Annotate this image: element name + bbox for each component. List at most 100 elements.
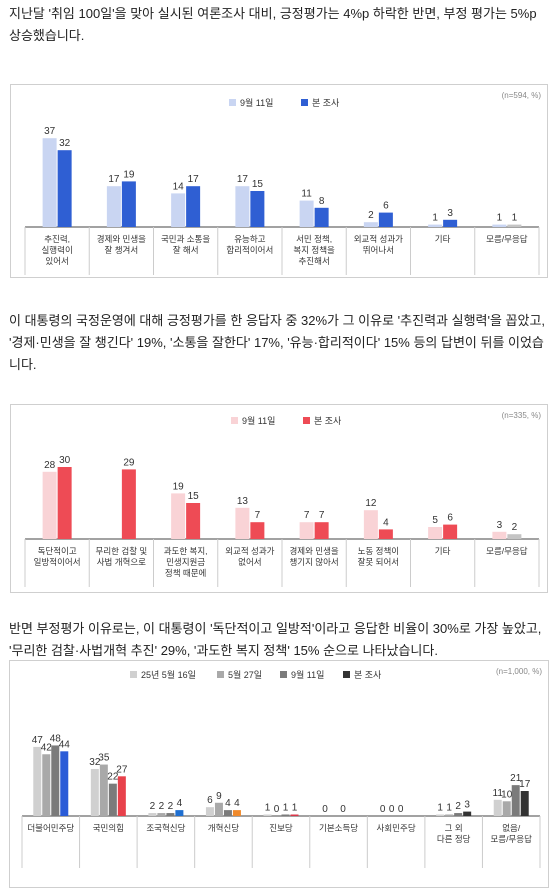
bar <box>511 785 520 816</box>
data-label: 6 <box>447 513 453 524</box>
legend-label: 9월 11일 <box>242 415 275 426</box>
category-label: 개혁신당 <box>208 823 239 833</box>
bar <box>281 814 290 816</box>
bar <box>507 534 522 539</box>
data-label: 30 <box>59 455 71 466</box>
bar <box>186 186 201 227</box>
bar <box>117 776 126 816</box>
data-label: 2 <box>159 801 165 812</box>
category-label: 경제와 민생을 <box>289 546 338 556</box>
bar <box>60 751 69 816</box>
legend-swatch <box>343 671 350 678</box>
category-label: 챙기지 않아서 <box>289 557 338 567</box>
category-label: 노동 정책이 <box>358 546 399 556</box>
bar <box>235 507 250 539</box>
legend-label: 본 조사 <box>314 416 342 426</box>
bar <box>205 807 214 816</box>
bar <box>171 193 186 227</box>
category-label: 무리한 검찰 및 <box>96 546 148 556</box>
bar <box>299 200 314 227</box>
data-label: 0 <box>274 804 280 815</box>
category-label: 모름/무응답 <box>486 234 528 244</box>
bar <box>166 813 175 816</box>
category-label: 외교적 성과가 <box>354 234 403 244</box>
data-label: 35 <box>98 753 110 764</box>
category-label: 민생지원금 <box>166 557 205 567</box>
category-label: 서민 정책, <box>296 234 332 244</box>
bar <box>493 799 502 816</box>
category-label: 모름/무응답 <box>490 834 532 844</box>
category-label: 정책 때문에 <box>165 568 206 578</box>
category-label: 없음/ <box>502 823 521 833</box>
category-label: 기본소득당 <box>319 823 358 833</box>
category-label: 잘 챙겨서 <box>105 245 139 255</box>
category-label: 경제와 민생을 <box>97 234 146 244</box>
legend-label: 9월 11일 <box>291 669 324 680</box>
category-label: 국민과 소통을 <box>161 234 210 244</box>
data-label: 19 <box>123 169 135 180</box>
data-label: 48 <box>50 733 62 744</box>
data-label: 42 <box>41 742 53 753</box>
data-label: 27 <box>116 764 128 775</box>
data-label: 1 <box>446 803 452 814</box>
data-label: 21 <box>510 773 522 784</box>
data-label: 2 <box>512 522 518 533</box>
data-label: 4 <box>177 798 183 809</box>
category-label: 합리적이어서 <box>226 245 273 255</box>
bar <box>250 191 265 227</box>
data-label: 1 <box>497 213 503 224</box>
bar <box>148 813 157 816</box>
category-label: 뛰어나서 <box>363 245 394 255</box>
data-label: 17 <box>188 174 200 185</box>
data-label: 14 <box>173 181 185 192</box>
category-label: 외교적 성과가 <box>225 546 274 556</box>
intro-paragraph: 지난달 '취임 100일'을 맞아 실시된 여론조사 대비, 긍정평가는 4%p… <box>9 6 537 43</box>
legend-label: 본 조사 <box>354 670 382 680</box>
sample-size-note: (n=1,000, %) <box>496 667 542 676</box>
data-label: 5 <box>432 515 438 526</box>
legend-label: 9월 11일 <box>240 97 273 108</box>
data-label: 9 <box>216 791 222 802</box>
bar <box>235 186 250 227</box>
legend-swatch <box>231 417 238 424</box>
data-label: 10 <box>501 789 513 800</box>
bar <box>250 522 265 539</box>
bar <box>363 510 378 539</box>
data-label: 0 <box>322 804 328 815</box>
legend-swatch <box>229 99 236 106</box>
legend-label: 25년 5월 16일 <box>141 669 196 680</box>
party-support-svg: (n=1,000, %) 25년 5월 16일 5월 27일 9월 11일 본 조사 47… <box>21 667 542 868</box>
negative-reasons-paragraph: 반면 부정평가 이유로는, 이 대통령이 '독단적이고 일방적'이라고 응답한 … <box>9 621 542 658</box>
bar <box>157 813 166 816</box>
category-label: 더불어민주당 <box>27 823 74 833</box>
negative-reasons-chart: (n=335, %) 9월 11일 본 조사 28 30 독단적이고 일방적이어서 29 무리한… <box>10 404 548 593</box>
category-label: 국민의힘 <box>93 823 124 833</box>
bar <box>463 811 472 816</box>
category-label: 기타 <box>435 234 451 244</box>
bar <box>175 810 184 816</box>
data-label: 7 <box>319 510 325 521</box>
bar <box>378 212 393 227</box>
data-label: 22 <box>107 772 119 783</box>
category-label: 과도한 복지, <box>164 546 208 556</box>
bar <box>223 810 232 816</box>
bar <box>502 801 511 816</box>
legend-swatch <box>130 671 137 678</box>
data-label: 12 <box>365 498 377 509</box>
category-label: 없어서 <box>238 557 261 567</box>
data-label: 3 <box>464 800 470 811</box>
bar <box>232 810 241 816</box>
category-label: 사법 개혁으로 <box>97 557 146 567</box>
data-label: 17 <box>519 779 531 790</box>
data-label: 2 <box>150 801 156 812</box>
data-label: 2 <box>168 801 174 812</box>
data-label: 4 <box>234 798 240 809</box>
category-label: 진보당 <box>269 823 293 833</box>
bar <box>299 522 314 539</box>
bar <box>454 813 463 816</box>
bar <box>90 768 99 816</box>
bar <box>492 531 507 539</box>
bar <box>51 745 60 816</box>
data-label: 1 <box>265 803 271 814</box>
